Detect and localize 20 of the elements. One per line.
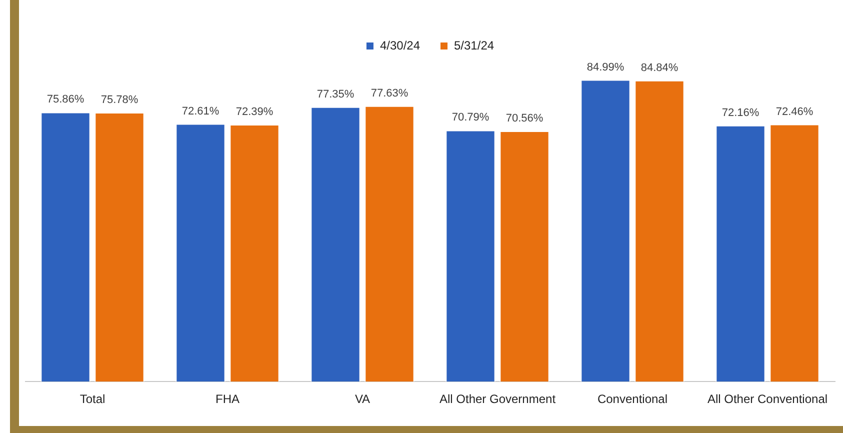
data-label: 75.86% (46, 94, 84, 106)
legend-label: 4/30/24 (380, 38, 420, 52)
data-label: 84.84% (640, 62, 678, 74)
x-tick-label: All Other Conventional (707, 392, 828, 406)
data-label: 84.99% (586, 61, 624, 74)
x-tick-label: FHA (216, 392, 240, 406)
data-label: 77.63% (370, 87, 408, 100)
legend-label: 5/31/24 (454, 38, 494, 52)
data-label: 75.78% (100, 94, 138, 106)
data-label: 77.35% (316, 88, 354, 100)
data-label: 72.16% (722, 106, 760, 119)
x-tick-label: Total (80, 392, 106, 406)
x-tick-label: All Other Government (439, 392, 556, 406)
x-tick-label: Conventional (597, 392, 668, 406)
data-label: 72.39% (236, 106, 274, 118)
x-tick-label: VA (354, 392, 370, 406)
data-label: 72.61% (182, 105, 220, 118)
data-label: 70.79% (452, 112, 490, 124)
data-label: 70.56% (506, 112, 544, 125)
data-label: 72.46% (776, 106, 814, 118)
